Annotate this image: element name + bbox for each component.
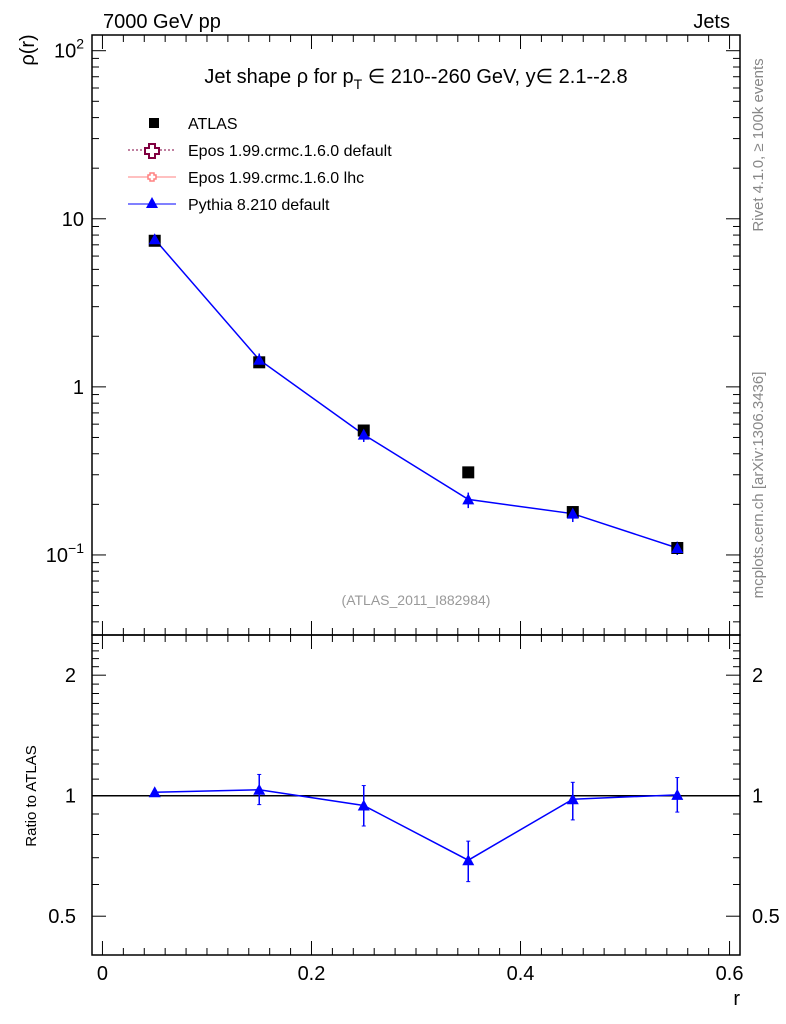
legend-label-epos-lhc: Epos 1.99.crmc.1.6.0 lhc [188,170,364,187]
ratio-pythia-point [148,786,161,798]
header-right: Jets [693,11,730,33]
ratio-pythia-point [462,854,475,866]
ratio-pythia-point [566,793,579,805]
chart-title: Jet shape ρ for pT ∈ 210--260 GeV, y∈ 2.… [204,66,627,92]
ratio-pythia-line [154,788,678,862]
x-tick-label: 0.4 [507,963,535,985]
legend-marker-epos-default [144,143,160,159]
pythia-point [148,233,161,245]
legend-marker-epos-lhc [147,172,157,182]
legend-label-atlas: ATLAS [188,116,238,133]
y-tick-label: 102 [54,36,84,63]
x-tick-label: 0 [97,963,108,985]
ratio-pythia-point [357,799,370,811]
ratio-pythia-point [253,783,266,795]
legend-marker-pythia [146,197,158,208]
pythia-line [154,238,678,549]
legend-marker-atlas [149,118,159,128]
atlas-point [462,466,475,479]
side-label-bottom: mcplots.cern.ch [arXiv:1306.3436] [750,372,767,599]
x-tick-label: 0.6 [716,963,744,985]
y-axis-label: ρ(r) [17,34,39,65]
ratio-y-tick-label: 0.5 [48,906,76,928]
x-tick-label: 0.2 [298,963,326,985]
ratio-pythia-point [671,788,684,800]
ratio-y-tick-label-right: 0.5 [752,906,780,928]
pythia-point [462,493,475,505]
side-label-top: Rivet 4.1.0, ≥ 100k events [750,58,767,231]
ratio-y-label: Ratio to ATLAS [23,745,40,846]
header-left: 7000 GeV pp [103,11,221,33]
y-tick-label: 1 [73,377,84,399]
y-tick-label: 10 [62,209,84,231]
x-axis-label: r [733,988,740,1010]
pythia-point [671,541,684,553]
legend-label-epos-default: Epos 1.99.crmc.1.6.0 default [188,143,392,160]
legend: ATLAS Epos 1.99.crmc.1.6.0 default Epos … [128,116,392,214]
ratio-y-tick-label-right: 2 [752,665,763,687]
pythia-point [566,507,579,519]
ratio-y-tick-label: 1 [65,786,76,808]
pythia-point [253,353,266,365]
pythia-point [357,428,370,440]
ratio-y-tick-label-right: 1 [752,786,763,808]
ratio-y-tick-label: 2 [65,665,76,687]
analysis-annotation: (ATLAS_2011_I882984) [342,592,491,608]
y-tick-label: 10−1 [46,540,84,567]
legend-label-pythia: Pythia 8.210 default [188,197,330,214]
